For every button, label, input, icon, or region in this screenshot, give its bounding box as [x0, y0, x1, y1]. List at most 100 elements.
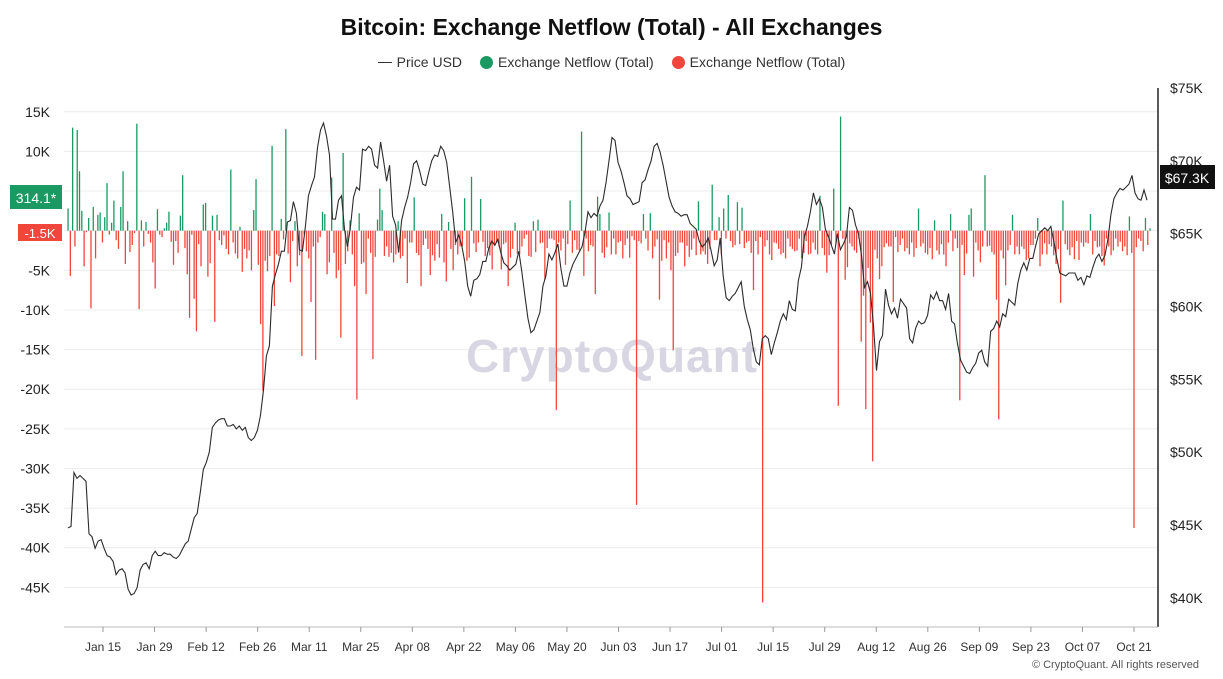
netflow-bar-inflow — [727, 195, 729, 231]
netflow-bar-outflow — [333, 230, 335, 253]
netflow-bar-outflow — [505, 230, 507, 243]
netflow-bar-outflow — [319, 230, 321, 238]
netflow-bar-outflow — [578, 230, 580, 251]
netflow-bar-outflow — [243, 230, 246, 249]
netflow-bar-outflow — [493, 230, 496, 245]
netflow-bar-outflow — [461, 230, 463, 247]
netflow-bar-outflow — [1014, 230, 1016, 255]
netflow-bar-outflow — [784, 230, 787, 259]
netflow-bar-outflow — [787, 230, 789, 239]
netflow-bar-outflow — [218, 230, 220, 241]
netflow-bar-outflow — [1080, 230, 1082, 243]
netflow-bar-outflow — [750, 230, 752, 253]
netflow-bar-outflow — [438, 230, 441, 258]
netflow-green-marker-bg — [10, 185, 62, 209]
netflow-bar-outflow — [101, 230, 104, 243]
netflow-bar-inflow — [718, 217, 720, 231]
netflow-bar-inflow — [741, 207, 743, 231]
right-axis-tick-label: $60K — [1170, 299, 1203, 315]
netflow-bar-outflow — [374, 230, 376, 257]
netflow-bar-inflow — [723, 208, 725, 231]
netflow-bar-outflow — [670, 230, 672, 271]
netflow-bar-outflow — [516, 230, 519, 254]
netflow-bar-outflow — [276, 230, 278, 255]
netflow-bar-outflow — [633, 230, 635, 241]
legend-label-netflow-red: Exchange Netflow (Total) — [689, 54, 846, 70]
netflow-bar-outflow — [734, 230, 736, 245]
netflow-bar-outflow — [1105, 230, 1108, 239]
netflow-bar-inflow — [1089, 214, 1092, 231]
netflow-bar-outflow — [1087, 230, 1089, 244]
netflow-bar-outflow — [1004, 230, 1007, 286]
netflow-bar-outflow — [1046, 230, 1048, 255]
netflow-bar-outflow — [220, 230, 223, 245]
price-marker-value: $67.3K — [1165, 170, 1210, 186]
netflow-bar-outflow — [771, 230, 773, 261]
legend-dot-red — [671, 55, 685, 69]
netflow-bar-outflow — [1000, 230, 1002, 251]
legend-item-netflow-inflow[interactable]: Exchange Netflow (Total) — [480, 54, 654, 70]
netflow-bar-outflow — [1021, 230, 1023, 247]
netflow-bar-inflow — [211, 215, 214, 231]
netflow-bar-outflow — [768, 230, 771, 255]
netflow-bar-outflow — [518, 230, 521, 255]
netflow-bar-outflow — [1108, 230, 1110, 247]
netflow-bar-outflow — [922, 230, 924, 244]
netflow-bar-outflow — [901, 230, 904, 239]
netflow-bar-inflow — [1128, 216, 1131, 231]
netflow-bar-outflow — [427, 230, 429, 249]
netflow-bar-inflow — [819, 195, 821, 231]
x-axis-tick-label: Jan 15 — [85, 640, 121, 654]
x-axis-tick-label: May 06 — [496, 640, 536, 654]
legend-item-netflow-outflow[interactable]: Exchange Netflow (Total) — [671, 54, 846, 70]
netflow-bar-outflow — [796, 230, 798, 251]
netflow-bar-outflow — [1124, 230, 1126, 247]
netflow-bar-outflow — [154, 230, 156, 289]
netflow-bar-outflow — [1073, 230, 1076, 260]
chart-title: Bitcoin: Exchange Netflow (Total) - All … — [340, 14, 883, 40]
netflow-bar-outflow — [482, 230, 484, 242]
netflow-bar-outflow — [888, 230, 890, 247]
netflow-bar-outflow — [541, 230, 544, 243]
netflow-bar-outflow — [725, 230, 727, 239]
netflow-bar-outflow — [512, 230, 514, 249]
netflow-bar-outflow — [716, 230, 718, 241]
netflow-bar-outflow — [1009, 230, 1011, 245]
netflow-bar-outflow — [209, 230, 211, 264]
netflow-bar-outflow — [530, 230, 532, 257]
left-axis-tick-label: -30K — [20, 460, 50, 476]
price-line — [67, 121, 1148, 596]
netflow-bar-outflow — [390, 230, 392, 253]
netflow-bar-outflow — [269, 230, 271, 257]
netflow-bar-outflow — [966, 230, 968, 254]
x-axis-tick-label: Jan 29 — [137, 640, 173, 654]
netflow-bar-outflow — [674, 230, 677, 257]
netflow-bar-outflow — [782, 230, 784, 253]
netflow-bar-outflow — [592, 230, 594, 247]
netflow-bar-outflow — [1137, 230, 1140, 239]
netflow-bar-outflow — [860, 230, 862, 342]
netflow-bar-outflow — [108, 230, 110, 235]
legend-item-price[interactable]: Price USD — [377, 54, 462, 70]
netflow-bar-outflow — [702, 230, 704, 252]
netflow-bar-outflow — [837, 230, 839, 406]
netflow-bar-outflow — [920, 230, 922, 247]
netflow-bar-outflow — [408, 230, 411, 243]
netflow-bar-outflow — [1050, 230, 1053, 247]
netflow-bar-outflow — [250, 230, 253, 271]
netflow-bar-outflow — [759, 230, 761, 238]
netflow-bar-outflow — [1094, 230, 1096, 241]
netflow-bar-outflow — [310, 230, 312, 303]
netflow-bar-outflow — [688, 230, 690, 257]
netflow-bar-outflow — [986, 230, 988, 247]
netflow-bar-outflow — [844, 230, 846, 280]
netflow-bar-outflow — [853, 230, 855, 251]
netflow-bar-outflow — [175, 230, 177, 241]
netflow-bar-outflow — [961, 230, 963, 245]
netflow-bar-outflow — [347, 230, 349, 252]
netflow-bar-outflow — [874, 230, 876, 250]
netflow-bar-outflow — [436, 230, 438, 245]
netflow-bar-outflow — [159, 230, 161, 235]
netflow-bar-outflow — [587, 230, 590, 252]
netflow-bar-outflow — [195, 230, 198, 332]
